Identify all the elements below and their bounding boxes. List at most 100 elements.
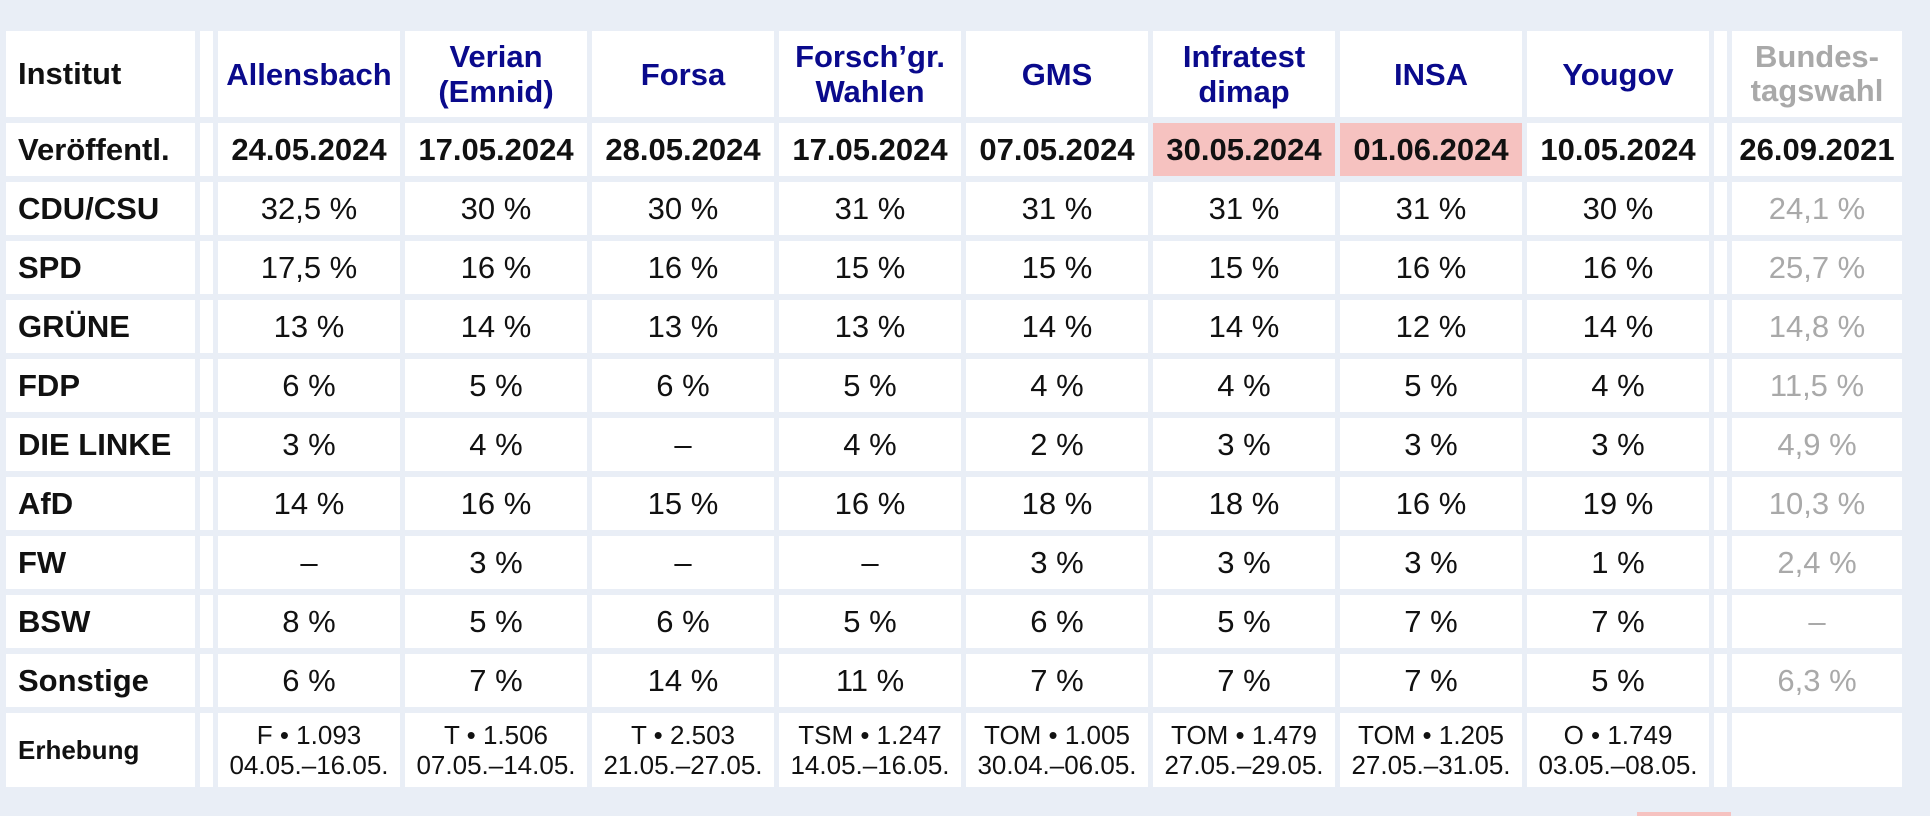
institut-label: Institut bbox=[6, 31, 195, 117]
gap-cell bbox=[200, 536, 213, 589]
published-date: 17.05.2024 bbox=[405, 123, 587, 176]
poll-value: 16 % bbox=[405, 241, 587, 294]
survey-period: 07.05.–14.05. bbox=[416, 750, 576, 780]
gap-cell bbox=[200, 418, 213, 471]
gap-cell bbox=[200, 182, 213, 235]
party-row: CDU/CSU 32,5 % 30 % 30 % 31 % 31 % 31 % 31 % 30 … bbox=[6, 182, 1902, 235]
party-row: GRÜNE 13 % 14 % 13 % 13 % 14 % 14 % 12 % 14 % 14,… bbox=[6, 300, 1902, 353]
poll-value: 14 % bbox=[592, 654, 774, 707]
election-value: 24,1 % bbox=[1732, 182, 1902, 235]
poll-value: 16 % bbox=[1340, 241, 1522, 294]
poll-value: 5 % bbox=[1340, 359, 1522, 412]
poll-value: 30 % bbox=[1527, 182, 1709, 235]
institute-name-line1: Verian bbox=[449, 39, 543, 74]
poll-value: 5 % bbox=[405, 595, 587, 648]
poll-value: – bbox=[592, 536, 774, 589]
poll-value: 13 % bbox=[592, 300, 774, 353]
institute-forsa[interactable]: Forsa bbox=[592, 31, 774, 117]
election-value: 25,7 % bbox=[1732, 241, 1902, 294]
poll-value: 32,5 % bbox=[218, 182, 400, 235]
party-row: FW –3 % – –3 % 3 % 3 % 1 % 2,4 % bbox=[6, 536, 1902, 589]
institute-insa[interactable]: INSA bbox=[1340, 31, 1522, 117]
institute-gms[interactable]: GMS bbox=[966, 31, 1148, 117]
survey-row: Erhebung F • 1.093 04.05.–16.05. T • 1.50… bbox=[6, 713, 1902, 787]
poll-value: – bbox=[592, 418, 774, 471]
poll-value: 5 % bbox=[1527, 654, 1709, 707]
election-value: 10,3 % bbox=[1732, 477, 1902, 530]
institute-name-line1: Forsch’gr. bbox=[795, 39, 945, 74]
gap-cell bbox=[1714, 477, 1727, 530]
gap-cell bbox=[200, 31, 213, 117]
survey-period: 04.05.–16.05. bbox=[229, 750, 389, 780]
gap-cell bbox=[1714, 182, 1727, 235]
gap-cell bbox=[1714, 359, 1727, 412]
poll-value: 4 % bbox=[779, 418, 961, 471]
poll-table-body: Veröffentl. 24.05.2024 17.05.2024 28.05.… bbox=[6, 123, 1902, 787]
election-survey-cell bbox=[1732, 713, 1902, 787]
party-row: AfD 14 % 16 % 15 % 16 % 18 % 18 % 16 % 19 % 10,3 … bbox=[6, 477, 1902, 530]
election-value: 11,5 % bbox=[1732, 359, 1902, 412]
published-date: 24.05.2024 bbox=[218, 123, 400, 176]
poll-value: 31 % bbox=[1153, 182, 1335, 235]
institute-forschungsgruppe-wahlen[interactable]: Forsch’gr. Wahlen bbox=[779, 31, 961, 117]
poll-value: 13 % bbox=[218, 300, 400, 353]
poll-value: 3 % bbox=[1340, 536, 1522, 589]
poll-value: 8 % bbox=[218, 595, 400, 648]
poll-value: 17,5 % bbox=[218, 241, 400, 294]
poll-value: 6 % bbox=[218, 359, 400, 412]
institute-name-line1: Infratest bbox=[1182, 39, 1306, 74]
institute-allensbach[interactable]: Allensbach bbox=[218, 31, 400, 117]
election-value: 2,4 % bbox=[1732, 536, 1902, 589]
poll-table: Institut Allensbach Verian (Emnid) Forsa… bbox=[1, 25, 1907, 793]
survey-method: TOM • 1.205 bbox=[1358, 720, 1504, 750]
party-row: BSW 8 % 5 % 6 % 5 % 6 % 5 % 7 % 7 % – bbox=[6, 595, 1902, 648]
party-name: DIE LINKE bbox=[6, 418, 195, 471]
bundestagswahl-header[interactable]: Bundes- tagswahl bbox=[1732, 31, 1902, 117]
published-label: Veröffentl. bbox=[6, 123, 195, 176]
institute-name-line2: dimap bbox=[1198, 74, 1290, 109]
poll-value: 16 % bbox=[592, 241, 774, 294]
poll-value: 14 % bbox=[966, 300, 1148, 353]
gap-cell bbox=[200, 241, 213, 294]
gap-cell bbox=[200, 359, 213, 412]
survey-method: T • 2.503 bbox=[630, 720, 736, 750]
gap-cell bbox=[1714, 654, 1727, 707]
poll-value: 7 % bbox=[1340, 595, 1522, 648]
poll-value: 11 % bbox=[779, 654, 961, 707]
institute-infratest-dimap[interactable]: Infratest dimap bbox=[1153, 31, 1335, 117]
published-date: 17.05.2024 bbox=[779, 123, 961, 176]
gap-cell bbox=[1714, 241, 1727, 294]
institute-yougov[interactable]: Yougov bbox=[1527, 31, 1709, 117]
poll-value: 3 % bbox=[966, 536, 1148, 589]
poll-value: 3 % bbox=[1153, 418, 1335, 471]
gap-cell bbox=[1714, 418, 1727, 471]
survey-period: 14.05.–16.05. bbox=[790, 750, 950, 780]
party-name: Sonstige bbox=[6, 654, 195, 707]
party-name: FDP bbox=[6, 359, 195, 412]
poll-value: 15 % bbox=[779, 241, 961, 294]
gap-cell bbox=[1714, 595, 1727, 648]
survey-label: Erhebung bbox=[6, 713, 195, 787]
poll-value: 19 % bbox=[1527, 477, 1709, 530]
poll-value: 4 % bbox=[1153, 359, 1335, 412]
poll-value: – bbox=[218, 536, 400, 589]
poll-value: 15 % bbox=[1153, 241, 1335, 294]
survey-period: 27.05.–31.05. bbox=[1351, 750, 1511, 780]
institute-verian[interactable]: Verian (Emnid) bbox=[405, 31, 587, 117]
survey-cell: TOM • 1.479 27.05.–29.05. bbox=[1153, 713, 1335, 787]
published-date: 01.06.2024 bbox=[1340, 123, 1522, 176]
institute-name-line1: Forsa bbox=[640, 56, 726, 92]
poll-value: 7 % bbox=[1340, 654, 1522, 707]
poll-value: 3 % bbox=[1527, 418, 1709, 471]
poll-value: 7 % bbox=[405, 654, 587, 707]
poll-value: 31 % bbox=[1340, 182, 1522, 235]
gap-cell bbox=[200, 654, 213, 707]
survey-cell: T • 2.503 21.05.–27.05. bbox=[592, 713, 774, 787]
survey-method: O • 1.749 bbox=[1563, 720, 1673, 750]
poll-value: 7 % bbox=[1153, 654, 1335, 707]
poll-value: 4 % bbox=[966, 359, 1148, 412]
gap-cell bbox=[1714, 123, 1727, 176]
poll-value: 13 % bbox=[779, 300, 961, 353]
survey-period: 03.05.–08.05. bbox=[1538, 750, 1698, 780]
poll-value: 2 % bbox=[966, 418, 1148, 471]
